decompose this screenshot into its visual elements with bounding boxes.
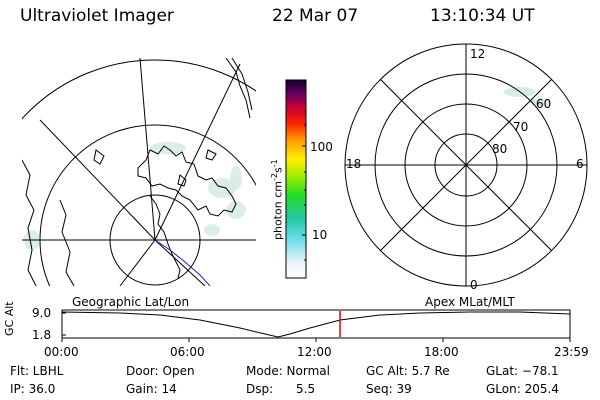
- mlat-label-70: 70: [513, 120, 529, 134]
- info-door: Door: Open: [126, 364, 195, 378]
- orbit-x-tick-1: 06:00: [170, 345, 205, 359]
- polar-plot: [344, 43, 588, 287]
- colorbar-tick-100: 100: [310, 140, 333, 154]
- info-mode: Mode: Normal: [246, 364, 330, 378]
- orbit-y-ticks: [62, 312, 66, 336]
- imager-title: Ultraviolet Imager: [20, 6, 174, 26]
- mlt-label-noon: 12: [470, 47, 486, 61]
- info-gc-alt: GC Alt: 5.7 Re: [366, 364, 450, 378]
- colorbar-unit-label: photon cm-2s-1: [270, 159, 285, 240]
- mlat-label-60: 60: [536, 97, 552, 111]
- orbit-altitude-curve: [61, 311, 571, 338]
- colorbar-gradient: [285, 79, 307, 279]
- orbit-y-tick-min: 1.8: [32, 328, 52, 342]
- orbit-x-ticks: [61, 338, 571, 342]
- polar-spokes: [345, 44, 587, 286]
- map-ground-track: [154, 239, 211, 286]
- orbit-x-tick-0: 00:00: [44, 345, 79, 359]
- map-meridians: [22, 58, 256, 286]
- orbit-x-tick-2: 12:00: [297, 345, 332, 359]
- orbit-plot: [61, 309, 571, 342]
- mlt-label-dawn: 6: [576, 157, 584, 171]
- mlt-label-midnight: 0: [470, 278, 478, 292]
- info-flt: Flt: LBHL: [10, 364, 64, 378]
- info-glat: GLat: −78.1: [486, 364, 559, 378]
- header-time: 13:10:34 UT: [430, 6, 535, 26]
- orbit-x-tick-4: 23:59: [554, 345, 589, 359]
- orbit-left-title: Geographic Lat/Lon: [72, 295, 190, 309]
- orbit-right-title: Apex MLat/MLT: [425, 295, 515, 309]
- info-gain: Gain: 14: [126, 382, 177, 396]
- colorbar-ticks: [302, 111, 306, 261]
- info-seq: Seq: 39: [366, 382, 412, 396]
- orbit-y-axis-label: GC Alt: [3, 301, 16, 336]
- header-date: 22 Mar 07: [272, 6, 359, 26]
- info-dsp: Dsp: 5.5: [246, 382, 316, 396]
- mlt-label-dusk: 18: [346, 157, 362, 171]
- map-coastline: [22, 58, 253, 286]
- orbit-y-tick-max: 9.0: [32, 306, 52, 320]
- info-ip: IP: 36.0: [10, 382, 56, 396]
- colorbar-tick-10: 10: [312, 228, 328, 242]
- aurora-patches: [24, 142, 246, 250]
- geographic-map: [22, 58, 256, 286]
- info-glon: GLon: 205.4: [486, 382, 559, 396]
- orbit-x-tick-3: 18:00: [424, 345, 459, 359]
- mlat-label-80: 80: [492, 142, 508, 156]
